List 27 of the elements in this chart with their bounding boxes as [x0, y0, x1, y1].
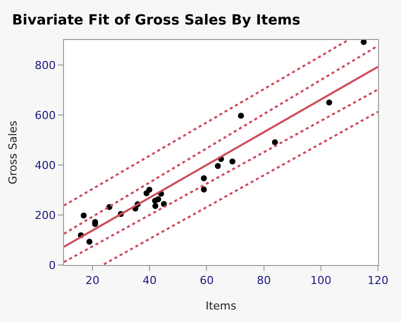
point — [200, 186, 207, 192]
y-tick-label: 800 — [34, 58, 56, 72]
point — [238, 112, 244, 119]
x-tick-label: 80 — [256, 274, 271, 288]
y-tick-label: 0 — [48, 258, 56, 272]
x-axis-title: Items — [206, 299, 237, 312]
y-tick-label: 400 — [34, 158, 56, 172]
y-tick-label: 600 — [34, 108, 56, 122]
y-tick-label: 200 — [34, 208, 56, 222]
point — [80, 212, 87, 218]
point — [86, 238, 92, 245]
point — [200, 175, 207, 182]
x-tick-label: 40 — [142, 274, 157, 288]
point — [272, 139, 278, 146]
x-tick-label: 120 — [368, 274, 388, 288]
point — [360, 40, 367, 45]
point — [155, 196, 162, 202]
point — [146, 186, 152, 193]
x-tick-label: 60 — [200, 274, 214, 288]
point — [152, 203, 158, 209]
x-tick-label: 100 — [310, 274, 332, 288]
x-tick-label: 20 — [86, 274, 100, 288]
y-axis-title: Gross Sales — [6, 120, 20, 184]
point — [214, 163, 221, 169]
point — [326, 100, 332, 106]
point — [229, 158, 236, 164]
chart-title: Bivariate Fit of Gross Sales By Items — [12, 12, 300, 28]
